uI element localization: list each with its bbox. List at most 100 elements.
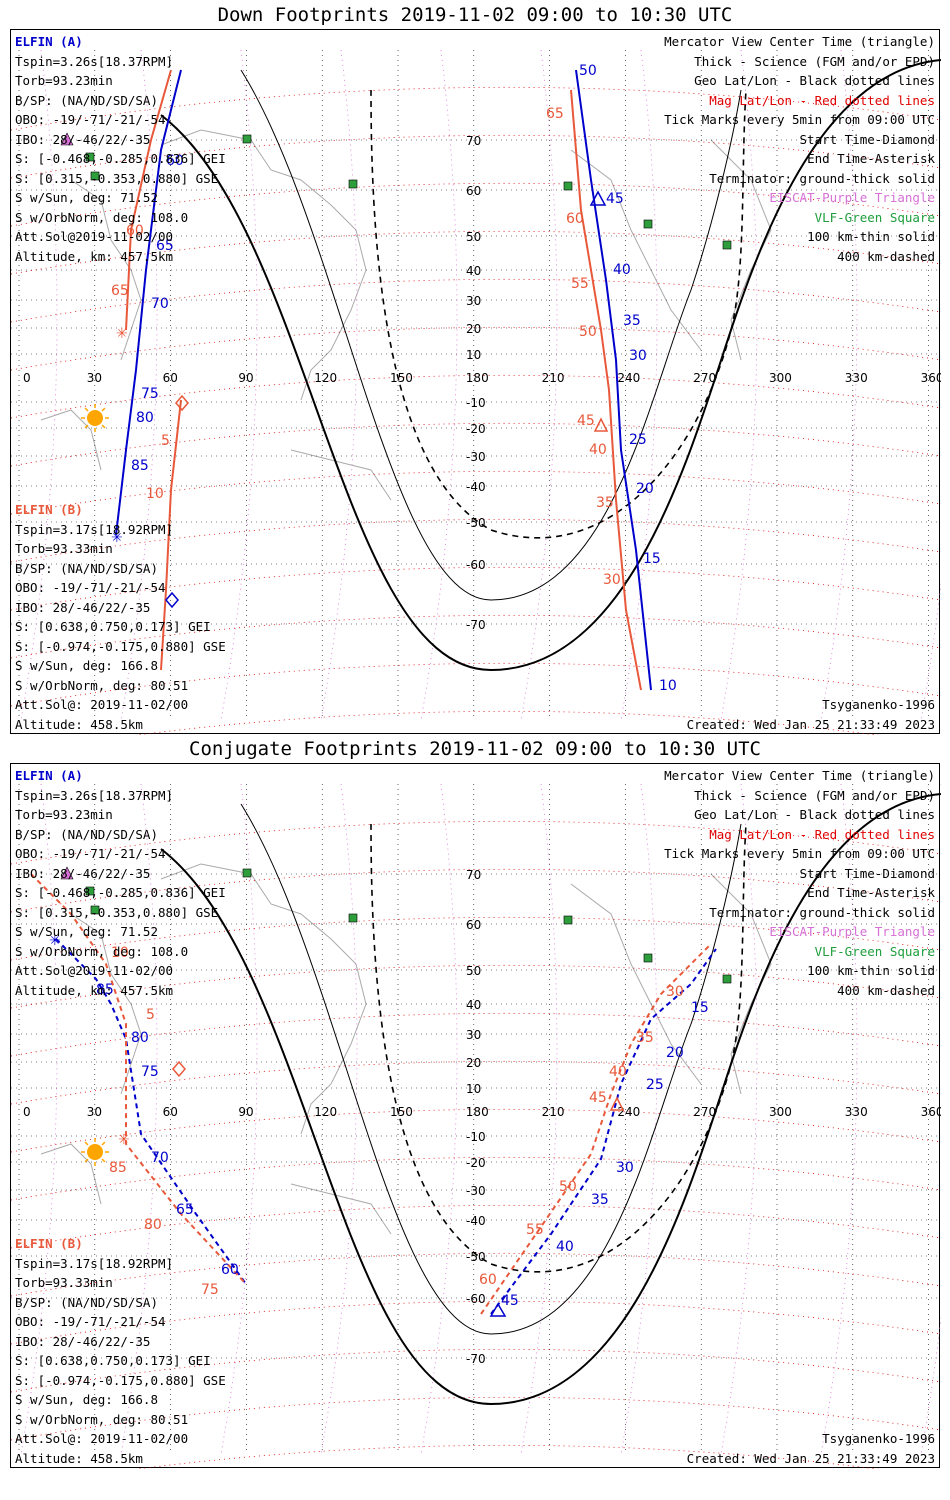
model-label: Tsyganenko-1996 [822,1431,935,1446]
vlf-station-square [90,171,100,181]
elfin-a-track-2 [575,69,652,691]
info-line: S: [0.638,0.750,0.173] GEI [15,1353,211,1368]
lon-tick-label: 180 [466,371,489,385]
info-line: Att.Sol@: 2019-11-02/00 [15,697,189,712]
track-tick-label: 55 [526,1222,544,1238]
info-line: OBO: -19/-71/-21/-54 [15,846,166,861]
track-tick-label: 20 [636,481,654,497]
legend-line: Start Time-Diamond [799,131,935,147]
info-line: Altitude, km: 457.5km [15,248,174,264]
lon-tick-label: 150 [390,1105,413,1119]
lat-tick-label: 10 [466,1082,481,1096]
vlf-station-square [643,219,653,229]
lon-tick-label: 60 [163,1105,178,1119]
lon-tick-label: 300 [769,1105,792,1119]
track-tick-label: 65 [111,283,129,299]
legend-line: 400 km-dashed [837,248,935,264]
info-line: Tspin=3.17s[18.92RPM] [15,521,174,537]
lon-tick-label: 360 [921,371,941,385]
legend-line: Thick - Science (FGM and/or EPD) [694,787,935,803]
coastline [570,883,702,1085]
mag-meridian [120,783,158,1455]
track-tick-label: 70 [151,296,169,312]
sun-ray [101,1158,106,1163]
legend-line: VLF-Green Square [814,209,935,225]
track-tick-label: 60 [166,153,184,169]
mag-meridian [720,49,758,721]
lon-tick-label: 120 [314,1105,337,1119]
coastline [570,149,702,351]
info-line: B/SP: (NA/ND/SD/SA) [15,560,158,576]
track-tick-label: 80 [136,410,154,426]
track-tick-label: 45 [589,1090,607,1106]
info-line: Tspin=3.26s[18.37RPM] [15,787,174,803]
start-time-diamond [172,1060,186,1078]
track-tick-label: 70 [151,1150,169,1166]
lon-tick-label: 210 [542,1105,565,1119]
lat-tick-label: 20 [466,322,481,336]
sun-ray [101,1141,106,1146]
track-tick-label: 20 [666,1045,684,1061]
footer: Tsyganenko-1996 Created: Wed Jan 25 21:3… [687,1429,935,1468]
track-tick-label: 40 [556,1239,574,1255]
track-tick-label: 80 [144,1217,162,1233]
legend-line: Mag Lat/Lon - Red dotted lines [709,826,935,842]
end-time-asterisk: ✳ [49,933,61,949]
mag-meridian [320,783,358,1455]
mag-meridian [120,49,158,721]
info-line: OBO: -19/-71/-21/-54 [15,580,166,595]
lon-tick-label: 90 [238,1105,253,1119]
track-tick-label: 35 [596,495,614,511]
lon-tick-label: 60 [163,371,178,385]
mag-meridian [520,783,558,1455]
legend-line: Thick - Science (FGM and/or EPD) [694,53,935,69]
legend-line: Tick Marks every 5min from 09:00 UTC [664,846,935,861]
legend-line: Mercator View Center Time (triangle) [664,34,935,49]
legend-line: End Time-Asterisk [807,151,935,166]
info-line: S w/OrbNorm, deg: 80.51 [15,677,189,693]
coastline [290,449,392,501]
lon-tick-label: 300 [769,371,792,385]
info-line: Altitude: 458.5km [15,1450,143,1466]
track-tick-label: 80 [131,1030,149,1046]
coastline [290,1183,392,1235]
lat-tick-label: 10 [466,348,481,362]
track-tick-label: 65 [156,238,174,254]
track-tick-label: 85 [96,982,114,998]
lat-tick-label: -20 [466,422,486,436]
track-tick-label: 40 [613,262,631,278]
mag-meridian [20,783,58,1455]
vlf-station-square [348,913,358,923]
lon-tick-label: 240 [617,1105,640,1119]
info-line: IBO: 28/-46/22/-35 [15,599,151,615]
map-panel-down: 0 30 60 90 120 150 180 210 240 270 300 330 360 70 60 50… [10,29,941,735]
terminator-400km [370,823,747,1273]
sun-ray [84,1158,89,1163]
lat-tick-label: 70 [466,868,481,882]
info-line: B/SP: (NA/ND/SD/SA) [15,1294,158,1310]
lat-tick-label: -40 [466,1214,486,1228]
legend-line: 100 km-thin solid [807,229,935,244]
track-tick-label: 55 [571,276,589,292]
legend-line: 100 km-thin solid [807,963,935,978]
vlf-station-square [643,953,653,963]
info-line: Att.Sol@: 2019-11-02/00 [15,1431,189,1446]
legend-line: Geo Lat/Lon - Black dotted lines [694,807,935,822]
lat-tick-label: 60 [466,918,481,932]
legend-line: End Time-Asterisk [807,885,935,900]
track-tick-label: 45 [501,1293,519,1309]
panel-title-down: Down Footprints 2019-11-02 09:00 to 10:3… [217,4,733,26]
info-line: Torb=93.23min [15,807,113,822]
track-tick-label: 75 [141,386,159,402]
eiscat-purple-triangle [60,866,74,880]
lat-tick-label: 50 [466,230,481,244]
lon-tick-label: 0 [23,371,31,385]
model-label: Tsyganenko-1996 [822,697,935,712]
lon-tick-label: 0 [23,1105,31,1119]
track-tick-label: 75 [141,1064,159,1080]
terminator-100km [240,803,742,1335]
lat-tick-label: 50 [466,964,481,978]
lat-tick-label: -50 [466,1250,486,1264]
sun-icon [87,410,103,426]
sun-ray [84,1141,89,1146]
